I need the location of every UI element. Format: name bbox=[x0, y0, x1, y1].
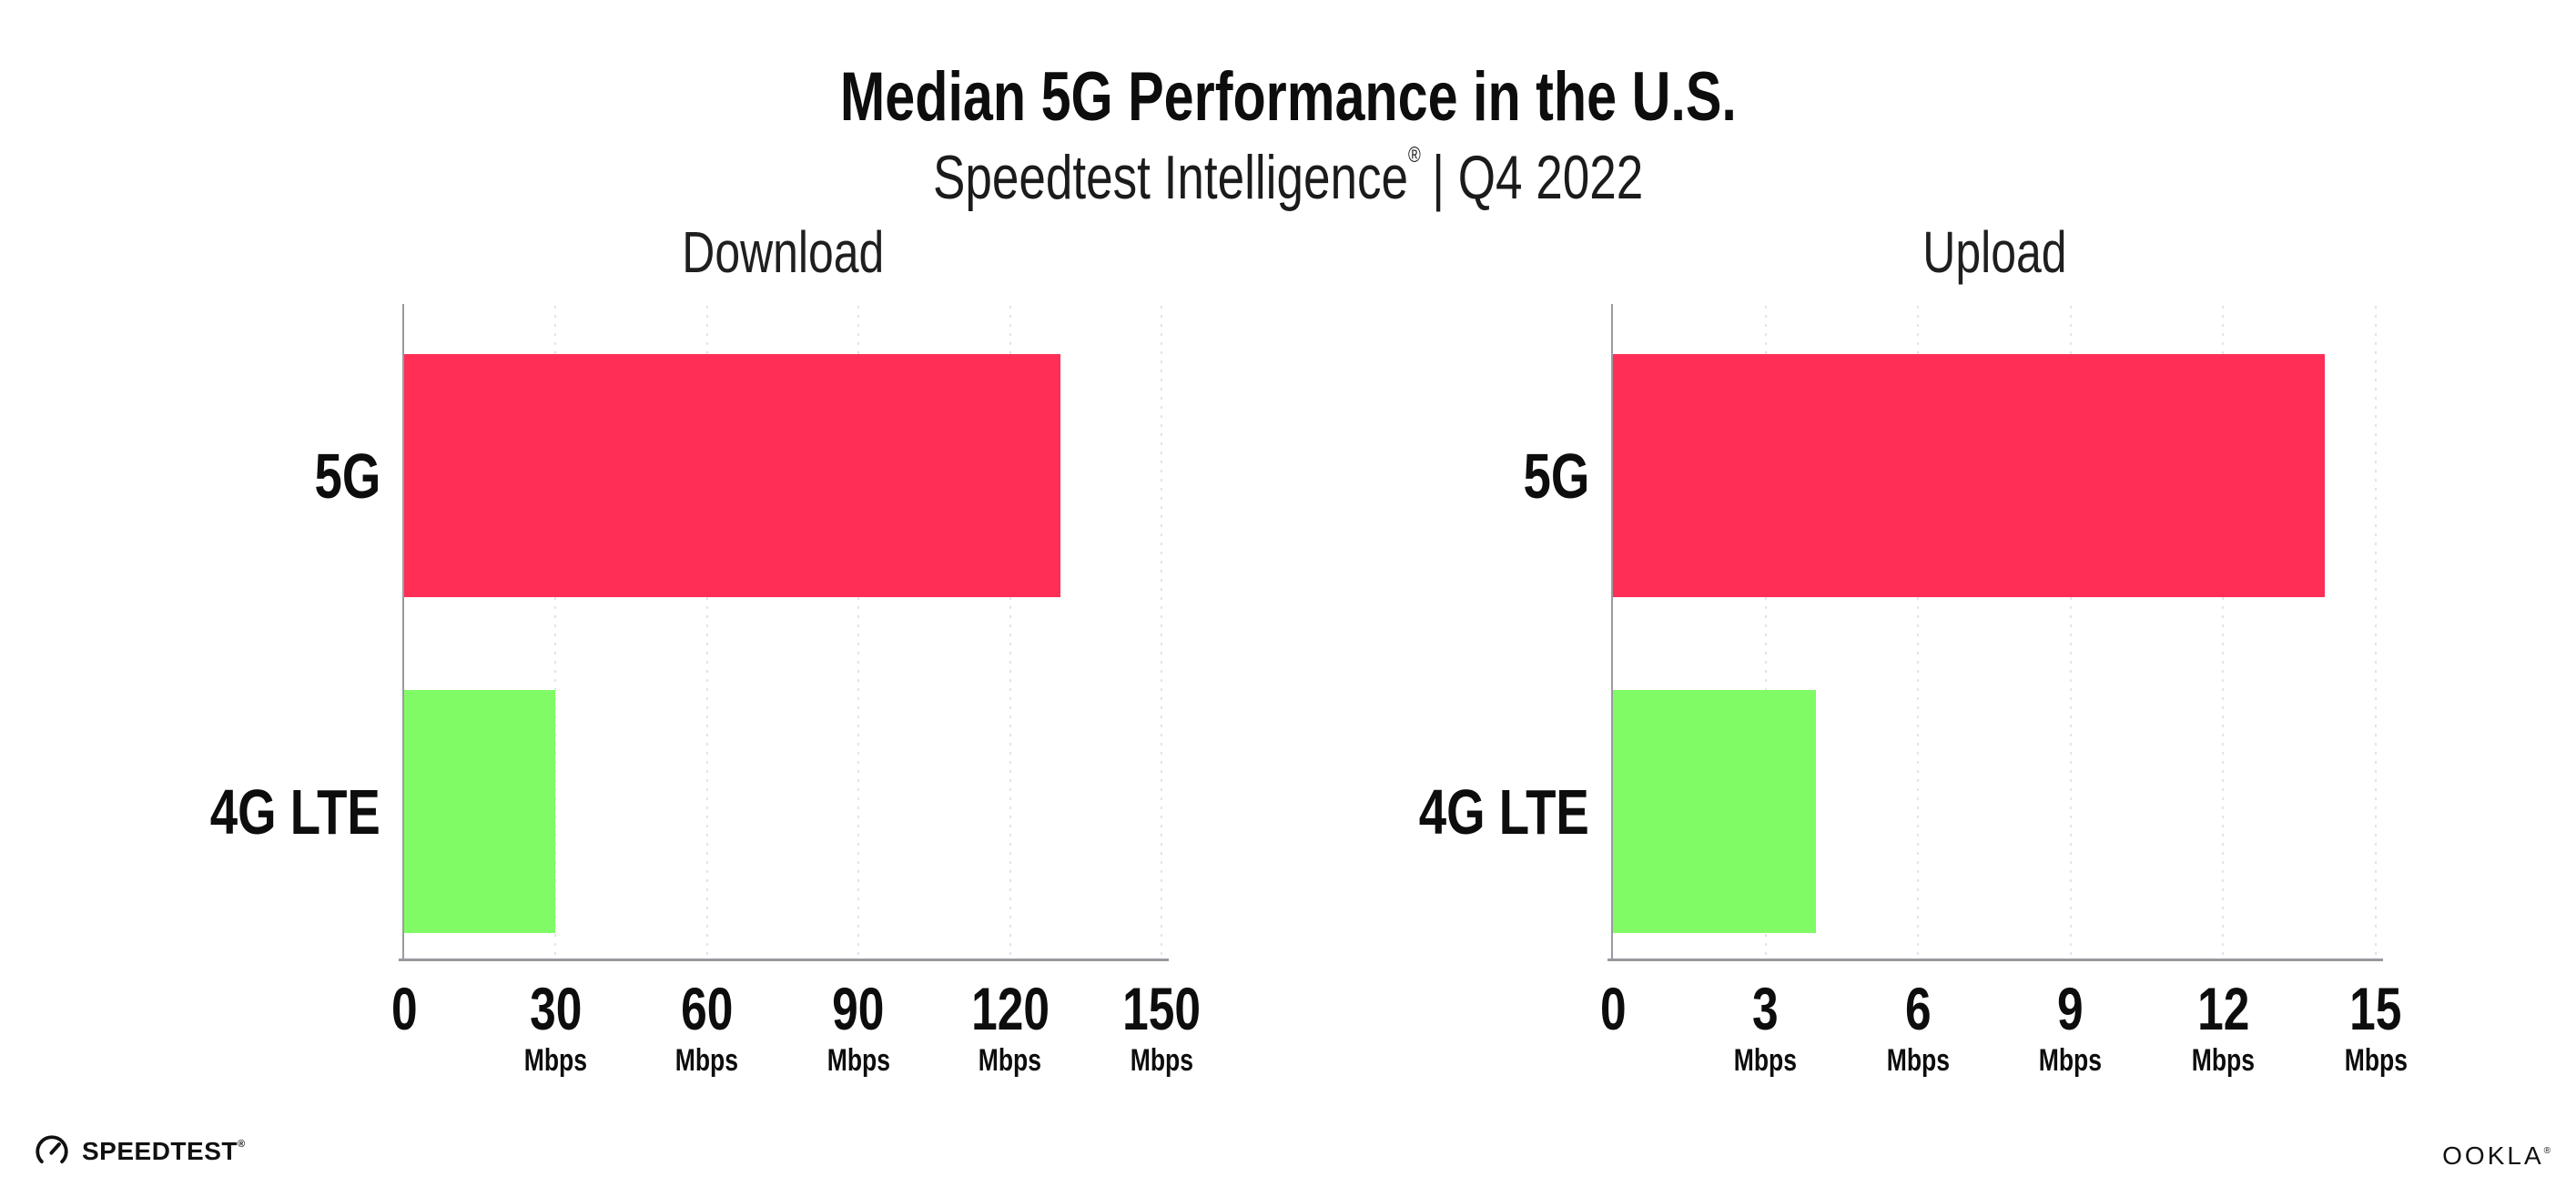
x-tick-unit-download-60: Mbps bbox=[598, 1043, 816, 1079]
x-tick-value: 6 bbox=[1904, 975, 1932, 1042]
x-tick-upload-0: 0 bbox=[1504, 974, 1722, 1043]
x-tick-value: 90 bbox=[832, 975, 885, 1042]
x-tick-download-150: 150 bbox=[1052, 974, 1271, 1043]
x-tick-unit-upload-9: Mbps bbox=[1962, 1043, 2180, 1079]
unit-label: Mbps bbox=[827, 1043, 890, 1078]
x-tick-value: 0 bbox=[390, 975, 418, 1042]
x-tick-unit-download-90: Mbps bbox=[749, 1043, 968, 1079]
x-tick-value: 120 bbox=[970, 975, 1050, 1042]
x-tick-value: 12 bbox=[2196, 975, 2250, 1042]
speedtest-wordmark: SPEEDTEST® bbox=[82, 1137, 246, 1165]
category-label-5g-download: 5G bbox=[296, 354, 380, 597]
bar-5g-download bbox=[404, 354, 1061, 597]
bar-5g-upload bbox=[1613, 354, 2326, 597]
x-tick-download-30: 30 bbox=[446, 974, 664, 1043]
gridline-upload-6 bbox=[1917, 306, 1920, 959]
gridline-download-90 bbox=[857, 306, 860, 959]
upload-y-axis-line bbox=[1611, 304, 1613, 959]
x-tick-value: 0 bbox=[1599, 975, 1627, 1042]
unit-label: Mbps bbox=[2344, 1043, 2408, 1078]
x-tick-upload-12: 12 bbox=[2114, 974, 2332, 1043]
upload-plot-area bbox=[1607, 304, 2383, 961]
subtitle-period: | Q4 2022 bbox=[1432, 143, 1644, 213]
upload-x-axis-line bbox=[1607, 959, 2383, 961]
unit-label: Mbps bbox=[2039, 1043, 2103, 1078]
x-tick-value: 60 bbox=[681, 975, 734, 1042]
category-label-4g-lte-download: 4G LTE bbox=[162, 690, 380, 933]
x-tick-unit-download-120: Mbps bbox=[901, 1043, 1120, 1079]
gridline-upload-15 bbox=[2375, 306, 2377, 959]
unit-label: Mbps bbox=[2191, 1043, 2256, 1078]
download-y-axis-line bbox=[402, 304, 404, 959]
gridline-download-60 bbox=[705, 306, 708, 959]
x-tick-value: 15 bbox=[2349, 975, 2402, 1042]
category-label-text: 5G bbox=[314, 440, 380, 512]
gridline-download-120 bbox=[1009, 306, 1011, 959]
download-x-axis-line bbox=[399, 959, 1169, 961]
x-tick-value: 9 bbox=[2057, 975, 2084, 1042]
category-label-4g-lte-upload: 4G LTE bbox=[1371, 690, 1589, 933]
ookla-registered-mark: ® bbox=[2543, 1146, 2551, 1156]
bar-4g-lte-upload bbox=[1613, 690, 1817, 933]
x-tick-upload-15: 15 bbox=[2267, 974, 2485, 1043]
unit-label: Mbps bbox=[1130, 1043, 1193, 1078]
x-tick-value: 150 bbox=[1122, 975, 1201, 1042]
page-subtitle: Speedtest Intelligence® | Q4 2022 bbox=[0, 142, 2576, 213]
x-tick-unit-download-30: Mbps bbox=[446, 1043, 664, 1079]
x-tick-download-90: 90 bbox=[749, 974, 968, 1043]
category-label-text: 4G LTE bbox=[1418, 776, 1589, 847]
x-tick-unit-upload-6: Mbps bbox=[1809, 1043, 2027, 1079]
x-tick-value: 3 bbox=[1752, 975, 1779, 1042]
download-plot-area bbox=[399, 304, 1169, 961]
unit-label: Mbps bbox=[523, 1043, 588, 1078]
category-label-text: 4G LTE bbox=[209, 776, 380, 847]
gridline-download-150 bbox=[1161, 306, 1162, 959]
gridline-upload-12 bbox=[2222, 306, 2225, 959]
unit-label: Mbps bbox=[675, 1043, 739, 1078]
registered-trademark-icon: ® bbox=[1407, 143, 1421, 168]
x-tick-unit-upload-15: Mbps bbox=[2267, 1043, 2485, 1079]
page-title: Median 5G Performance in the U.S. bbox=[0, 57, 2576, 137]
category-label-text: 5G bbox=[1523, 440, 1589, 512]
x-tick-upload-3: 3 bbox=[1657, 974, 1875, 1043]
x-tick-download-120: 120 bbox=[901, 974, 1120, 1043]
unit-label: Mbps bbox=[1733, 1043, 1798, 1078]
ookla-wordmark: OOKLA bbox=[2442, 1141, 2544, 1170]
subtitle-brand: Speedtest Intelligence bbox=[932, 143, 1408, 213]
download-category-labels: 5G 4G LTE bbox=[0, 306, 380, 959]
page-title-text: Median 5G Performance in the U.S. bbox=[839, 57, 1737, 136]
x-tick-upload-9: 9 bbox=[1962, 974, 2180, 1043]
page-subtitle-text: Speedtest Intelligence® | Q4 2022 bbox=[933, 142, 1643, 213]
x-tick-download-0: 0 bbox=[295, 974, 513, 1043]
gridline-upload-9 bbox=[2069, 306, 2072, 959]
speedtest-logo: SPEEDTEST® bbox=[33, 1132, 246, 1171]
unit-label: Mbps bbox=[1886, 1043, 1950, 1078]
x-tick-upload-6: 6 bbox=[1809, 974, 2027, 1043]
download-chart-title: Download bbox=[681, 219, 885, 285]
speedtest-registered-mark: ® bbox=[237, 1139, 246, 1150]
x-tick-download-60: 60 bbox=[598, 974, 816, 1043]
ookla-logo: OOKLA® bbox=[2442, 1141, 2551, 1171]
gridline-download-30 bbox=[554, 306, 557, 959]
x-tick-unit-upload-12: Mbps bbox=[2114, 1043, 2332, 1079]
upload-chart-title: Upload bbox=[1922, 219, 2067, 285]
gridline-upload-3 bbox=[1764, 306, 1767, 959]
x-tick-unit-upload-3: Mbps bbox=[1657, 1043, 1875, 1079]
speedtest-gauge-icon bbox=[35, 1135, 68, 1164]
bar-4g-lte-download bbox=[404, 690, 556, 933]
unit-label: Mbps bbox=[978, 1043, 1042, 1078]
x-tick-value: 30 bbox=[529, 975, 583, 1042]
x-tick-unit-download-150: Mbps bbox=[1052, 1043, 1271, 1079]
category-label-5g-upload: 5G bbox=[1505, 354, 1589, 597]
upload-category-labels: 5G 4G LTE bbox=[0, 306, 1589, 959]
